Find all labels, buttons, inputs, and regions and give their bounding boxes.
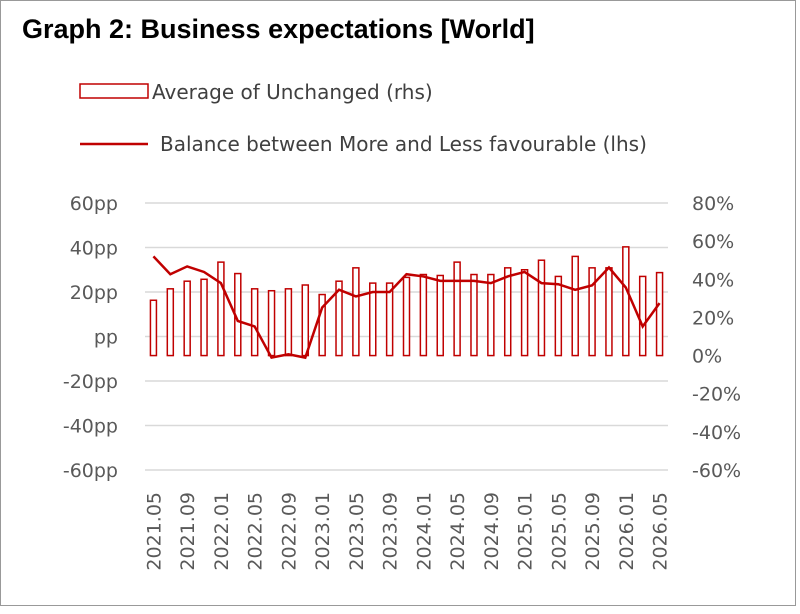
y2-tick-label: -20% bbox=[692, 384, 741, 406]
legend-swatch bbox=[79, 83, 149, 99]
bar bbox=[318, 293, 326, 357]
x-tick-label: 2025.05 bbox=[548, 492, 570, 571]
x-tick-label: 2021.05 bbox=[143, 492, 165, 571]
x-tick-label: 2025.01 bbox=[515, 492, 537, 571]
bar bbox=[419, 273, 428, 357]
bar bbox=[622, 246, 630, 357]
x-tick-label: 2023.09 bbox=[380, 492, 402, 571]
y-tick-label: -40pp bbox=[63, 416, 118, 438]
x-tick-label: 2026.01 bbox=[616, 492, 638, 571]
bar bbox=[166, 288, 175, 357]
y2-tick-label: 80% bbox=[692, 193, 734, 215]
y-tick-label: 60pp bbox=[70, 193, 118, 215]
bar bbox=[503, 267, 512, 357]
bar bbox=[402, 276, 411, 357]
y-tick-label: -20pp bbox=[63, 371, 118, 393]
bar bbox=[605, 267, 613, 357]
y-tick-label: pp bbox=[94, 327, 118, 349]
bar bbox=[487, 273, 495, 357]
bar bbox=[385, 282, 394, 357]
x-tick-label: 2025.09 bbox=[582, 492, 604, 571]
line bbox=[152, 255, 661, 360]
bar bbox=[200, 278, 208, 357]
bar bbox=[301, 284, 310, 357]
bar bbox=[638, 275, 647, 357]
bar bbox=[520, 269, 529, 357]
bar bbox=[436, 274, 444, 357]
y-tick-label: 20pp bbox=[70, 282, 118, 304]
bar bbox=[369, 282, 377, 357]
x-tick-label: 2022.05 bbox=[245, 492, 267, 571]
y2-tick-label: 40% bbox=[692, 269, 734, 291]
y2-tick-label: -60% bbox=[692, 460, 741, 482]
bar bbox=[149, 299, 158, 357]
x-tick-label: 2021.09 bbox=[177, 492, 199, 571]
legend-label: Average of Unchanged (rhs) bbox=[152, 80, 433, 104]
x-tick-label: 2024.05 bbox=[447, 492, 469, 571]
y2-tick-label: -40% bbox=[692, 422, 741, 444]
x-tick-label: 2024.09 bbox=[481, 492, 503, 571]
y-tick-label: 40pp bbox=[70, 238, 118, 260]
legend-label: Balance between More and Less favourable… bbox=[160, 132, 647, 156]
x-tick-label: 2024.01 bbox=[413, 492, 435, 571]
bar bbox=[470, 273, 478, 357]
bar bbox=[554, 275, 563, 357]
bar bbox=[453, 261, 461, 357]
bar bbox=[250, 288, 259, 357]
bar bbox=[655, 271, 664, 357]
chart-title: Graph 2: Business expectations [World] bbox=[22, 14, 535, 44]
x-tick-label: 2023.01 bbox=[312, 492, 334, 571]
bar bbox=[537, 259, 546, 357]
y2-tick-label: 0% bbox=[692, 346, 722, 368]
bar bbox=[217, 261, 225, 357]
x-tick-label: 2026.05 bbox=[650, 492, 672, 571]
bar bbox=[571, 255, 579, 357]
y2-tick-label: 20% bbox=[692, 307, 734, 329]
bar bbox=[352, 267, 360, 357]
x-tick-label: 2023.05 bbox=[346, 492, 368, 571]
bar bbox=[267, 289, 276, 357]
y2-tick-label: 60% bbox=[692, 231, 734, 253]
bar bbox=[284, 288, 293, 357]
bar bbox=[183, 280, 191, 357]
bar bbox=[335, 280, 343, 357]
y-tick-label: -60pp bbox=[63, 460, 118, 482]
x-tick-label: 2022.09 bbox=[278, 492, 300, 571]
x-tick-label: 2022.01 bbox=[211, 492, 233, 571]
bar bbox=[588, 267, 596, 357]
